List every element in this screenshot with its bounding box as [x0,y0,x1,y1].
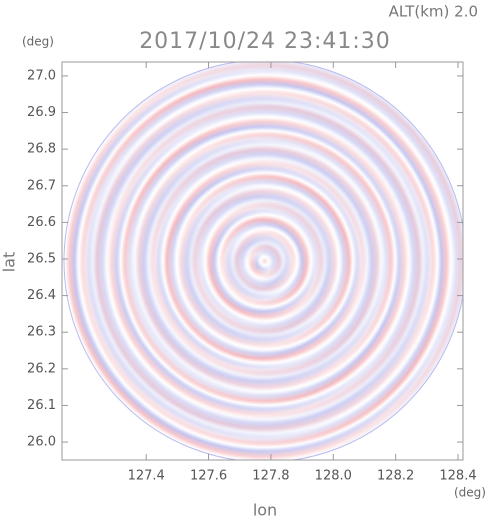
y-tick-label: 27.0 [27,68,56,83]
y-axis-label: lat [0,252,19,273]
y-tick-label: 26.4 [27,288,56,303]
y-tick-label: 26.8 [27,142,56,157]
y-tick-label: 26.7 [27,178,56,193]
chart-title: 2017/10/24 23:41:30 [139,29,391,54]
x-unit: (deg) [454,486,486,500]
y-tick-label: 26.0 [27,435,56,450]
y-tick-label: 26.6 [27,215,56,230]
echo-texture [64,62,463,460]
x-axis-label: lon [253,501,277,520]
x-tick-label: 128.4 [439,469,476,484]
altitude: ALT(km) 2.0 [389,3,478,21]
y-unit: (deg) [22,35,54,49]
y-tick-label: 26.9 [27,105,56,120]
x-tick-label: 127.6 [190,469,227,484]
x-tick-label: 127.8 [252,469,289,484]
y-tick-label: 26.1 [27,398,56,413]
y-tick-label: 26.5 [27,251,56,266]
radar-field [63,62,463,460]
y-tick-label: 26.3 [27,325,56,340]
plot-frame [61,61,464,461]
y-tick-label: 26.2 [27,361,56,376]
x-tick-label: 128.2 [377,469,414,484]
x-tick-label: 127.4 [128,469,165,484]
x-tick-label: 128.0 [315,469,352,484]
coverage-edge [63,62,463,460]
